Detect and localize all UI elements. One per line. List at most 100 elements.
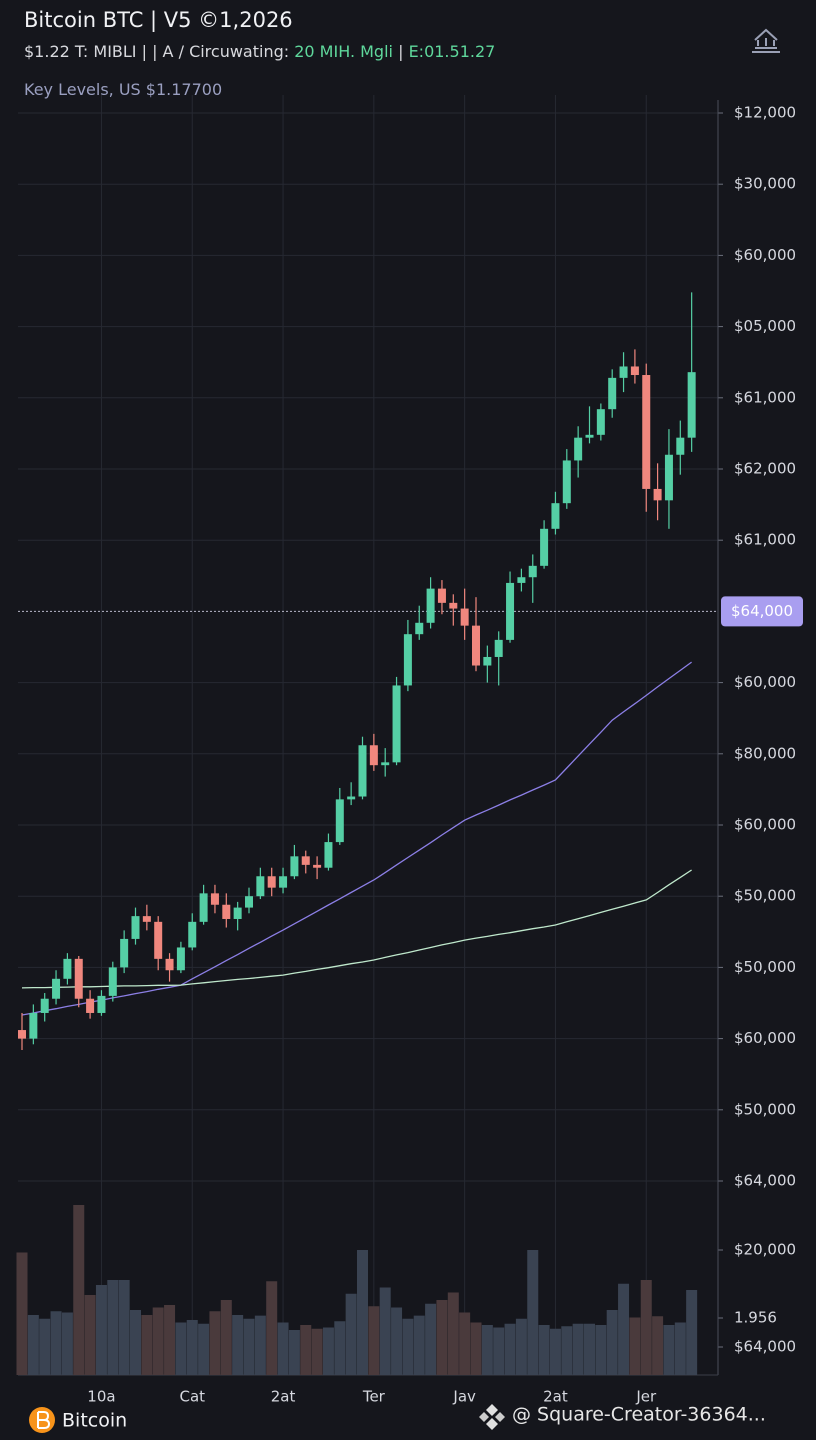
volume-bar [504,1323,516,1375]
candle-body [426,588,435,623]
volume-bar [107,1280,119,1375]
candle-body [301,856,310,865]
candle-body [506,582,515,640]
candle-body [63,958,72,979]
price-tag [721,596,803,627]
candle-body [256,876,265,897]
candle-body [574,437,583,461]
ma-line [21,661,692,1016]
candle-body [358,745,367,797]
candle-body [165,958,174,971]
candle-body [687,372,696,438]
candle-body [517,577,526,583]
volume-bar [61,1312,73,1375]
x-tick-label: 2at [543,1388,568,1406]
candle-body [86,998,95,1013]
candle-body [540,528,549,566]
volume-bar [141,1315,153,1375]
volume-bar [243,1318,255,1375]
volume-bar [595,1325,607,1375]
candle-body [97,995,106,1013]
volume-bar [39,1318,51,1375]
volume-bar [73,1205,85,1375]
candle-body [108,967,117,996]
stat: 20 MIH. Mgli [294,42,393,61]
volume-bar [277,1322,289,1375]
candle-body [369,745,378,766]
volume-bar [254,1315,266,1375]
candle-body [619,366,628,378]
y2-tick-label: 1.956 [734,1309,777,1327]
volume-bar [130,1310,141,1375]
volume-bar [288,1330,300,1375]
y-tick-label: $50,000 [734,1100,796,1118]
candle-body [188,921,197,948]
candle-body [585,434,594,438]
candle-body [176,947,185,971]
candle-body [415,622,424,635]
candle-body [403,634,412,686]
volume-bar [640,1280,652,1375]
grid [18,95,718,1375]
volume-bar [322,1327,334,1375]
y-tick-label: $80,000 [734,744,796,762]
candle-body [40,998,49,1013]
y-tick-label: $50,000 [734,958,796,976]
volume-bar [164,1305,176,1375]
volume-bar [447,1292,459,1375]
candle-body [381,762,390,766]
y-tick-label: $61,000 [734,531,796,549]
volume-bar [459,1312,471,1375]
candle-body [449,602,458,609]
volume-bar [629,1317,641,1375]
y-tick-label: $60,000 [734,246,796,264]
candle-body [483,656,492,666]
volume-bar [16,1252,28,1375]
candle-body [630,366,639,376]
volume-bar [663,1325,675,1375]
candle-body [18,1030,26,1039]
plot [18,95,718,1375]
candle-body [290,856,299,877]
candle-body [347,796,356,800]
stat: | [398,42,404,61]
x-tick-label: Jav [452,1388,476,1406]
candle-body [74,958,83,999]
y-tick-label: $12,000 [734,104,796,122]
candle-body [222,904,231,919]
volume-bar [413,1315,425,1375]
x-tick-label: 10a [87,1388,115,1406]
volume-bar [549,1328,561,1375]
candle-body [528,565,537,578]
bitcoin-glyph [37,1411,51,1429]
candle-body [437,588,446,603]
candle-body [460,608,469,626]
volume-bar [152,1307,164,1375]
candle-body [279,876,288,888]
candle-body [562,460,571,504]
volume-bar [470,1322,482,1375]
volume-bar [118,1280,130,1375]
volume-bar [391,1307,403,1375]
volume-bar [27,1315,39,1375]
volume-bar [584,1323,595,1375]
volume-bar [686,1290,698,1375]
key-levels: Key Levels, US $1.17700 [24,80,223,99]
y-tick-label: $50,000 [734,887,796,905]
volume-bar [618,1283,630,1375]
candle-body [472,625,480,666]
volume-bar [357,1250,368,1375]
x-tick-label: Jer [635,1388,657,1406]
candle-body [608,377,617,410]
volume-bar [186,1320,198,1375]
candle-body [392,685,401,763]
candle-body [233,907,242,919]
volume-bar [84,1295,96,1375]
candle-body [653,488,662,501]
exchange-icon [752,28,780,53]
candle-body [324,842,333,868]
volume-bar [481,1325,493,1375]
candle-body [154,921,163,959]
stats: $1.22 T: MIBLI | | A / Circuwating: 20 M… [24,42,495,61]
